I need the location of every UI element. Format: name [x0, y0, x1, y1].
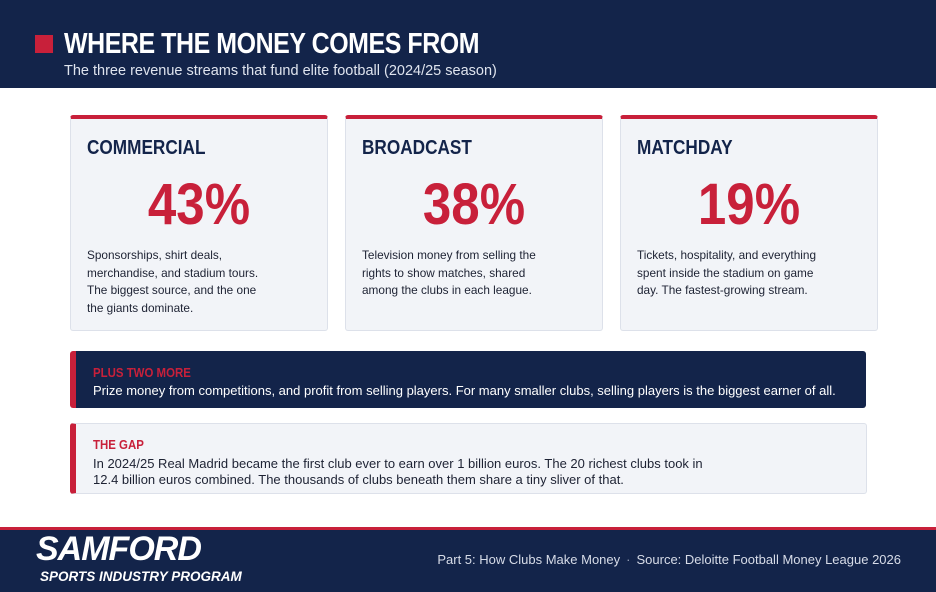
logo: SAMFORD	[36, 530, 202, 568]
note-text: Prize money from competitions, and profi…	[93, 383, 836, 398]
card-title: COMMERCIAL	[87, 137, 206, 159]
subtitle: The three revenue streams that fund elit…	[64, 63, 497, 79]
footer	[0, 527, 936, 592]
header-marker	[35, 35, 53, 53]
card-title: BROADCAST	[362, 137, 472, 159]
card: BROADCAST 38% Television money from sell…	[345, 115, 603, 331]
source: Source: Deloitte Football Money League 2…	[636, 552, 901, 567]
note-text: In 2024/25 Real Madrid became the first …	[93, 456, 703, 487]
title: WHERE THE MONEY COMES FROM	[64, 28, 480, 60]
card-text: Tickets, hospitality, and everything spe…	[637, 248, 817, 297]
card-value: 38%	[422, 172, 526, 237]
note: PLUS TWO MORE Prize money from competiti…	[70, 351, 866, 408]
footer-credits: Part 5: How Clubs Make Money · Source: Del…	[437, 552, 901, 567]
separator: ·	[626, 552, 631, 567]
header	[0, 0, 936, 88]
card-text: Sponsorships, shirt deals, merchandise, …	[87, 248, 259, 315]
card-value: 19%	[697, 172, 801, 237]
note: THE GAP In 2024/25 Real Madrid became th…	[70, 423, 867, 494]
part: Part 5: How Clubs Make Money	[437, 552, 621, 567]
card-value: 43%	[147, 172, 251, 237]
card: MATCHDAY 19% Tickets, hospitality, and e…	[620, 115, 878, 331]
card: COMMERCIAL 43% Sponsorships, shirt deals…	[70, 115, 328, 331]
logo-subtitle: SPORTS INDUSTRY PROGRAM	[40, 569, 242, 584]
note-label: THE GAP	[93, 437, 144, 452]
card-text: Television money from selling the rights…	[362, 248, 536, 297]
card-title: MATCHDAY	[637, 137, 733, 159]
note-label: PLUS TWO MORE	[93, 365, 191, 380]
